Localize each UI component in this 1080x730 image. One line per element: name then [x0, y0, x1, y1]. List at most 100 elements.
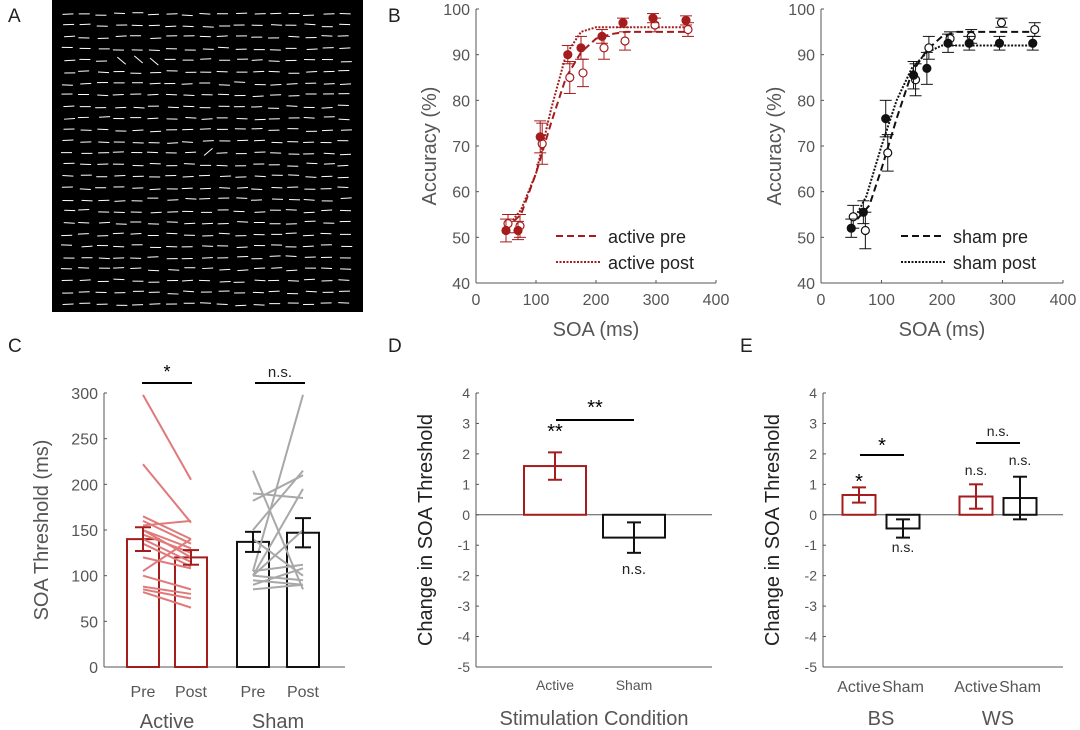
stimulus-line	[147, 117, 159, 120]
stimulus-line	[130, 233, 142, 235]
stimulus-line	[288, 35, 300, 38]
stimulus-line	[149, 303, 161, 305]
stimulus-line	[79, 23, 91, 26]
stimulus-line	[303, 117, 315, 119]
stimulus-line	[254, 211, 266, 213]
stimulus-line	[200, 58, 212, 60]
stimulus-line	[185, 198, 197, 200]
stimulus-line	[218, 232, 230, 235]
stimulus-line	[303, 199, 315, 201]
stimulus-line	[252, 95, 264, 98]
stimulus-line	[112, 232, 124, 235]
fit-curve-post	[853, 44, 1033, 220]
stimulus-line	[99, 116, 111, 118]
y-tick-label: 1	[462, 476, 470, 492]
y-tick-label: -4	[805, 629, 818, 645]
data-point-pre	[578, 68, 588, 78]
data-point-post	[881, 113, 891, 124]
significance-marker: n.s.	[622, 561, 646, 578]
stimulus-line	[268, 290, 280, 293]
legend-label-post: active post	[608, 253, 694, 273]
stimulus-line	[271, 267, 283, 269]
x-tick-label: 200	[929, 292, 956, 309]
y-tick-label: -2	[805, 568, 818, 584]
stimulus-line	[167, 142, 179, 144]
stimulus-line	[321, 267, 333, 270]
stimulus-line	[148, 269, 160, 272]
x-tick-label: Post	[287, 684, 320, 701]
stimulus-line	[340, 83, 352, 86]
stimulus-line	[114, 174, 126, 177]
stimulus-line	[304, 23, 316, 26]
stimulus-line	[146, 151, 159, 154]
x-tick-label: Pre	[241, 684, 266, 701]
stimulus-line	[62, 13, 74, 15]
stimulus-line	[253, 70, 265, 73]
stimulus-line	[237, 269, 249, 272]
stimulus-line	[115, 35, 127, 38]
legend-label-pre: active pre	[608, 227, 686, 247]
stimulus-line	[147, 256, 159, 258]
individual-line-sham	[252, 579, 304, 586]
stimulus-line	[114, 200, 126, 202]
y-tick-label: 100	[443, 2, 470, 19]
stimulus-line	[306, 71, 318, 73]
stimulus-line	[202, 140, 214, 142]
stimulus-line	[337, 164, 349, 167]
significance-marker: n.s.	[892, 539, 915, 555]
data-point-post	[513, 225, 523, 236]
individual-line-sham	[252, 563, 304, 573]
stimulus-line	[288, 174, 300, 176]
y-tick-label: -4	[458, 629, 471, 645]
individual-line-sham	[252, 529, 304, 577]
x-tick-label: Active	[837, 679, 881, 696]
data-point-post	[501, 225, 511, 236]
stimulus-line	[62, 174, 74, 177]
y-tick-label: 80	[797, 93, 815, 110]
y-tick-label: -5	[458, 659, 471, 675]
y-tick-label: 70	[452, 139, 470, 156]
y-axis-label: Change in SOA Threshold	[415, 414, 437, 646]
x-tick-label: Sham	[616, 677, 653, 693]
stimulus-line	[133, 55, 144, 64]
y-axis-label: Accuracy (%)	[419, 87, 441, 206]
y-tick-label: 100	[788, 2, 815, 19]
stimulus-line	[80, 82, 92, 85]
data-point-post	[922, 63, 932, 73]
stimulus-line	[323, 152, 335, 155]
group-label: Active	[140, 711, 194, 730]
x-tick-label: Sham	[882, 679, 924, 696]
x-tick-label: Sham	[999, 679, 1041, 696]
x-axis-label: SOA (ms)	[899, 319, 986, 341]
stimulus-line	[199, 187, 211, 190]
individual-line-active	[142, 538, 192, 563]
stimulus-line	[216, 35, 228, 38]
stimulus-line	[79, 279, 91, 281]
significance-marker: **	[587, 397, 603, 419]
y-tick-label: -3	[458, 598, 471, 614]
data-point-post	[597, 31, 607, 42]
stimulus-line	[97, 94, 109, 97]
data-point-post	[1028, 38, 1038, 48]
significance-marker: n.s.	[987, 423, 1010, 439]
data-point-post	[681, 15, 691, 26]
individual-line-sham	[252, 567, 304, 586]
legend-label-pre: sham pre	[953, 227, 1028, 247]
stimulus-line	[236, 197, 248, 199]
group-label: BS	[868, 708, 895, 730]
y-tick-label: 50	[452, 230, 470, 247]
individual-line-active	[142, 463, 192, 524]
stimulus-line	[202, 267, 214, 270]
stimulus-line	[81, 245, 93, 248]
stimulus-line	[216, 164, 228, 167]
y-tick-label: 250	[71, 432, 98, 449]
stimulus-line	[97, 71, 110, 74]
x-tick-label: 100	[523, 292, 550, 309]
y-tick-label: 3	[809, 415, 817, 431]
stimulus-line	[78, 267, 90, 269]
stimulus-line	[302, 245, 314, 248]
y-tick-label: 50	[80, 614, 98, 631]
stimulus-line	[253, 139, 266, 142]
significance-marker: **	[547, 421, 563, 443]
significance-marker: *	[878, 435, 886, 457]
